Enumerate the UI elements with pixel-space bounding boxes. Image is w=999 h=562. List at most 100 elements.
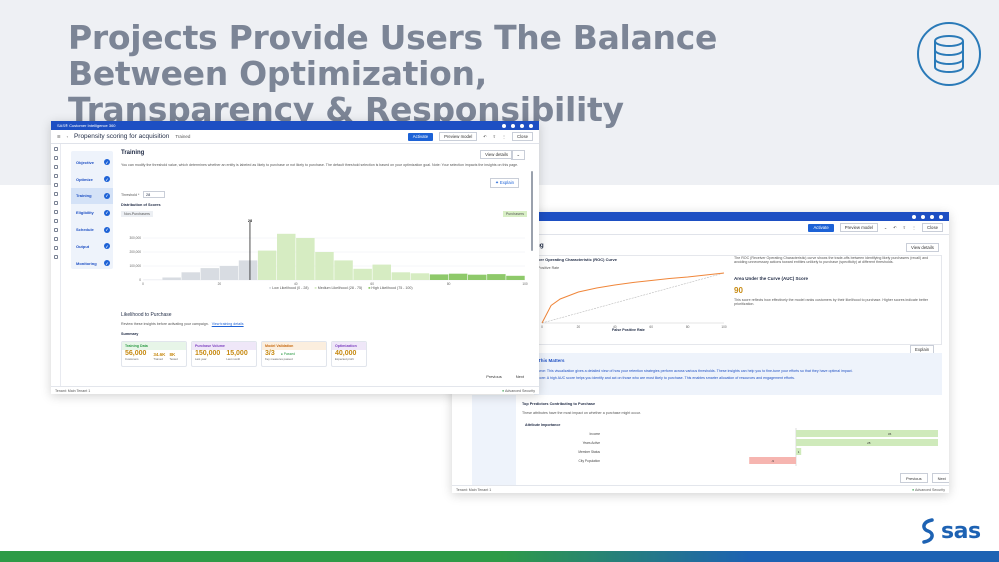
scrollbar[interactable] (531, 171, 533, 251)
x-tick-label: 20 (218, 282, 222, 286)
threshold-input[interactable]: 28 (143, 191, 165, 198)
attribute-importance-chart: Income 36 Years Active 28 Member Status 1 City… (578, 428, 938, 466)
matters-title: This Matters (538, 358, 565, 363)
menu-icon[interactable]: ☰ (57, 134, 61, 139)
step-optimize[interactable]: Optimize ✓ (71, 171, 113, 188)
x-tick-label: 60 (370, 282, 374, 286)
gear-icon[interactable] (53, 255, 58, 259)
help-icon[interactable] (520, 123, 524, 128)
calendar-icon[interactable] (53, 174, 58, 178)
check-icon: ✓ (104, 176, 110, 183)
card-title: Training Data (122, 342, 186, 350)
card-training-data: Training Data 56,000 Customers 34.6K Train… (121, 341, 187, 367)
share-icon[interactable]: ⇪ (492, 134, 496, 139)
database-icon (917, 22, 981, 86)
step-output[interactable]: Output ✓ (71, 238, 113, 255)
home-icon[interactable] (53, 147, 58, 151)
x-tick-label: 0 (541, 325, 543, 329)
legend-label: High Likelihood (75 - 100) (371, 286, 413, 290)
training-details-link[interactable]: View training details (211, 322, 244, 326)
sas-swirl-icon (922, 518, 934, 544)
undo-icon[interactable]: ↶ (893, 225, 897, 230)
matters-line-2: core: A high AUC score helps you identif… (538, 376, 795, 380)
sas-logo: sas (918, 518, 981, 544)
tag-icon[interactable] (53, 192, 58, 196)
y-tick-label: 200,000 (129, 250, 141, 254)
share-icon[interactable]: ⇪ (902, 225, 906, 230)
attribute-label: Years Active (583, 441, 601, 445)
list-icon[interactable] (53, 246, 58, 250)
importance-value: 28 (867, 441, 871, 445)
likelihood-title: Likelihood to Purchase (121, 312, 172, 318)
help-icon[interactable] (930, 214, 934, 219)
card-extra-label: Last month (226, 357, 241, 361)
notification-icon[interactable] (921, 214, 925, 219)
histogram-bar (372, 264, 391, 280)
check-icon: ✓ (104, 226, 110, 233)
slide-heading: Projects Provide Users The Balance Betwe… (68, 20, 888, 128)
activate-button[interactable]: Activate (407, 132, 434, 141)
card-value: 3/3 (265, 350, 275, 357)
close-button[interactable]: Close (922, 223, 943, 232)
histogram-bar (468, 274, 487, 280)
layers-icon[interactable] (53, 219, 58, 223)
training-content: Training View details ⌄ You can modify t… (119, 148, 533, 382)
step-eligibility[interactable]: Eligibility ✓ (71, 204, 113, 221)
step-schedule[interactable]: Schedule ✓ (71, 221, 113, 238)
step-training[interactable]: Training ✓ (71, 187, 113, 205)
close-button[interactable]: Close (512, 132, 533, 141)
roc-chart: 0 20 40 60 80 100 (541, 272, 727, 329)
roc-content: ing View details ver Operating Character… (452, 235, 949, 485)
step-objective[interactable]: Objective ✓ (71, 154, 113, 171)
chevron-down-icon[interactable]: ⌄ (511, 150, 525, 160)
settings-icon[interactable] (502, 123, 506, 128)
preview-model-button[interactable]: Preview model (839, 223, 878, 232)
step-monitoring[interactable]: Monitoring ✓ (71, 255, 113, 272)
card-title: Model Validation (262, 342, 326, 350)
more-icon[interactable]: ⋮ (912, 225, 916, 230)
sas-wordmark: sas (941, 518, 981, 544)
brand-stripe (0, 551, 999, 562)
next-button[interactable]: Next (931, 473, 949, 483)
preview-model-button[interactable]: Preview model (439, 132, 478, 141)
x-tick-label: 80 (686, 325, 690, 329)
notification-icon[interactable] (511, 123, 515, 128)
histogram-bar (257, 250, 277, 280)
card-extra: 15,000 (226, 350, 248, 357)
card-sub: Last year (195, 357, 207, 361)
roc-title: ver Operating Characteristic (ROC) Curve (538, 257, 617, 262)
check-icon: ✓ (104, 192, 110, 199)
previous-button[interactable]: Previous (900, 473, 928, 483)
undo-icon[interactable]: ↶ (483, 134, 487, 139)
previous-button[interactable]: Previous (486, 373, 502, 379)
histogram-bar (315, 252, 334, 280)
explain-button[interactable]: ✦ Explain (490, 178, 519, 188)
info-icon[interactable] (53, 156, 58, 160)
chart-icon[interactable] (53, 201, 58, 205)
predictors-desc: These attributes have the most impact on… (522, 411, 641, 415)
histogram-bar (277, 233, 296, 280)
importance-value: -9 (771, 459, 774, 463)
x-tick-label: 40 (294, 282, 298, 286)
target-icon[interactable] (53, 228, 58, 232)
activate-button[interactable]: Activate (808, 223, 834, 232)
link-icon[interactable] (53, 237, 58, 241)
histogram-bar (410, 273, 430, 280)
user-icon[interactable] (529, 123, 533, 128)
grid-icon[interactable] (53, 165, 58, 169)
people-icon[interactable] (53, 183, 58, 187)
back-icon[interactable]: ‹ (66, 134, 68, 139)
window-footer: Tenant: Main Tenant 1 ● Advanced Securit… (452, 485, 949, 493)
user-icon[interactable] (939, 214, 943, 219)
settings-icon[interactable] (912, 214, 916, 219)
search-icon[interactable] (53, 210, 58, 214)
heading-line-1: Projects Provide Users The Balance Betwe… (68, 18, 718, 93)
histogram-bar (296, 238, 315, 280)
chevron-down-icon[interactable]: ⌄ (883, 225, 888, 230)
next-button[interactable]: Next (515, 373, 524, 379)
card-extra: 34.6K (153, 352, 166, 357)
more-icon[interactable]: ⋮ (502, 134, 506, 139)
view-details-button[interactable]: View details (906, 243, 939, 252)
view-details-button[interactable]: View details (480, 150, 513, 159)
shield-icon: ● (502, 388, 505, 393)
